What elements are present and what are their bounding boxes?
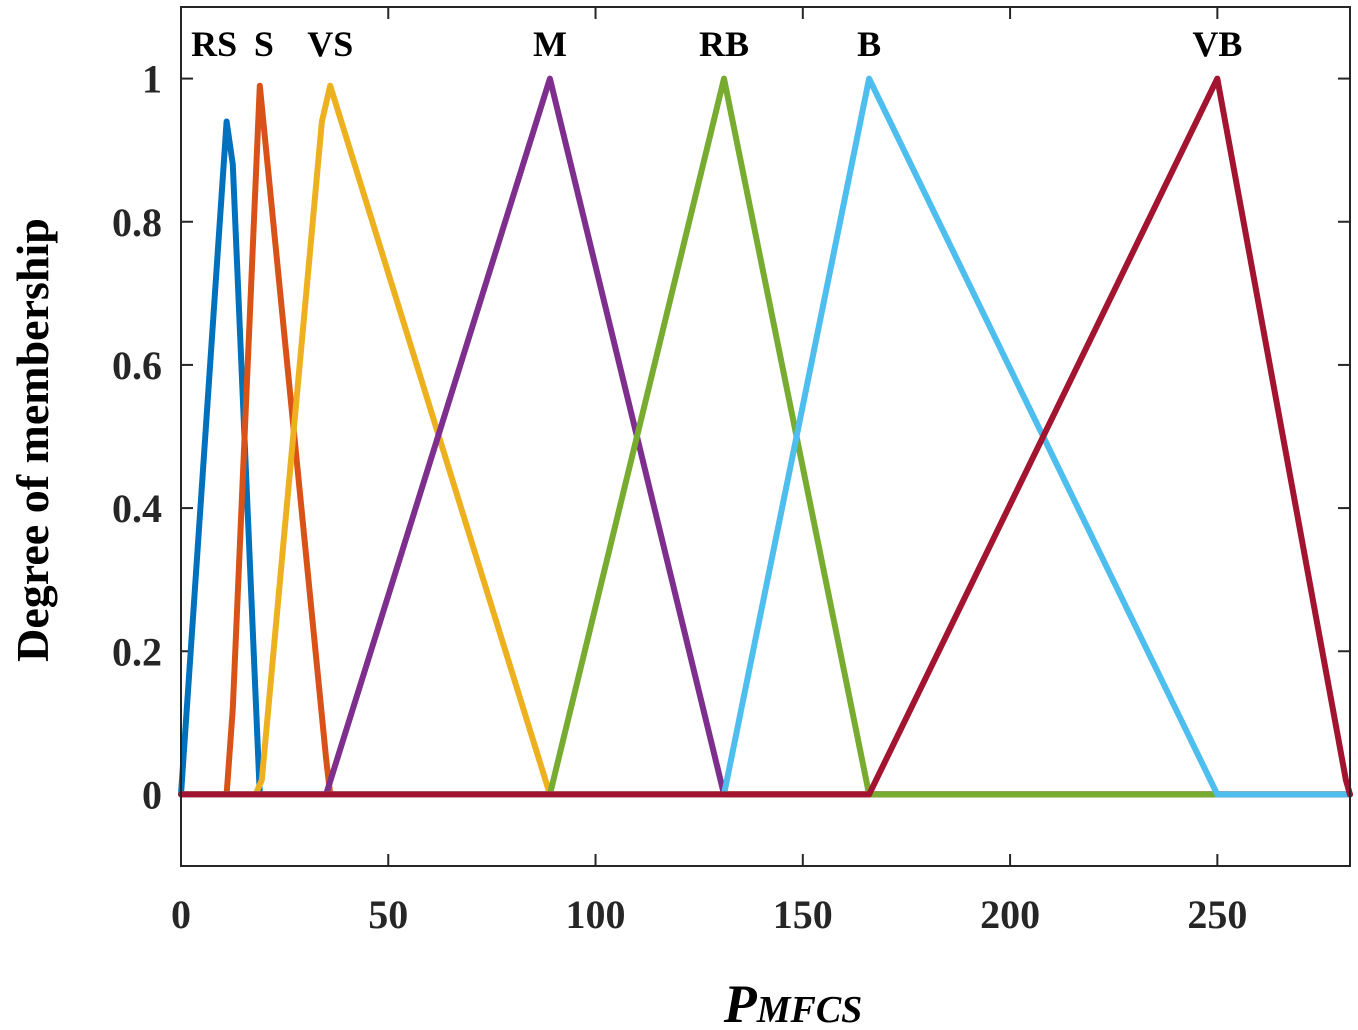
y-tick-label-0.2: 0.2 bbox=[112, 629, 162, 674]
x-axis-label: PMFCS bbox=[723, 974, 863, 1030]
series-label-vs: VS bbox=[307, 24, 353, 64]
x-axis-label-subscript: MFCS bbox=[756, 989, 863, 1030]
series-line-vb bbox=[178, 75, 1353, 798]
series-line-b bbox=[178, 75, 1353, 798]
x-tick-label-200: 200 bbox=[980, 892, 1040, 937]
series-label-rb: RB bbox=[699, 24, 749, 64]
x-tick-label-50: 50 bbox=[368, 892, 408, 937]
y-tick-label-0: 0 bbox=[142, 772, 162, 817]
series-label-rs: RS bbox=[191, 24, 237, 64]
series-lines bbox=[178, 75, 1353, 798]
series-labels: RS S VS M RB B VB bbox=[191, 24, 1242, 64]
series-line-m bbox=[178, 75, 1353, 798]
y-tick-label-0.8: 0.8 bbox=[112, 200, 162, 245]
y-tick-label-0.4: 0.4 bbox=[112, 486, 162, 531]
y-axis-label: Degree of membership bbox=[7, 218, 58, 662]
x-axis-label-main: P bbox=[723, 974, 758, 1030]
axis-ticks bbox=[180, 7, 1350, 866]
y-tick-labels: 0 0.2 0.4 0.6 0.8 1 bbox=[112, 57, 162, 818]
x-tick-labels: 0 50 100 150 200 250 bbox=[171, 892, 1247, 937]
series-label-b: B bbox=[857, 24, 881, 64]
series-label-m: M bbox=[533, 24, 567, 64]
y-tick-label-1: 1 bbox=[142, 57, 162, 102]
y-tick-label-0.6: 0.6 bbox=[112, 343, 162, 388]
x-tick-label-100: 100 bbox=[566, 892, 626, 937]
series-label-vb: VB bbox=[1192, 24, 1242, 64]
series-label-s: S bbox=[254, 24, 274, 64]
x-tick-label-250: 250 bbox=[1187, 892, 1247, 937]
x-tick-label-150: 150 bbox=[773, 892, 833, 937]
x-tick-label-0: 0 bbox=[171, 892, 191, 937]
plot-frame bbox=[180, 6, 1351, 867]
